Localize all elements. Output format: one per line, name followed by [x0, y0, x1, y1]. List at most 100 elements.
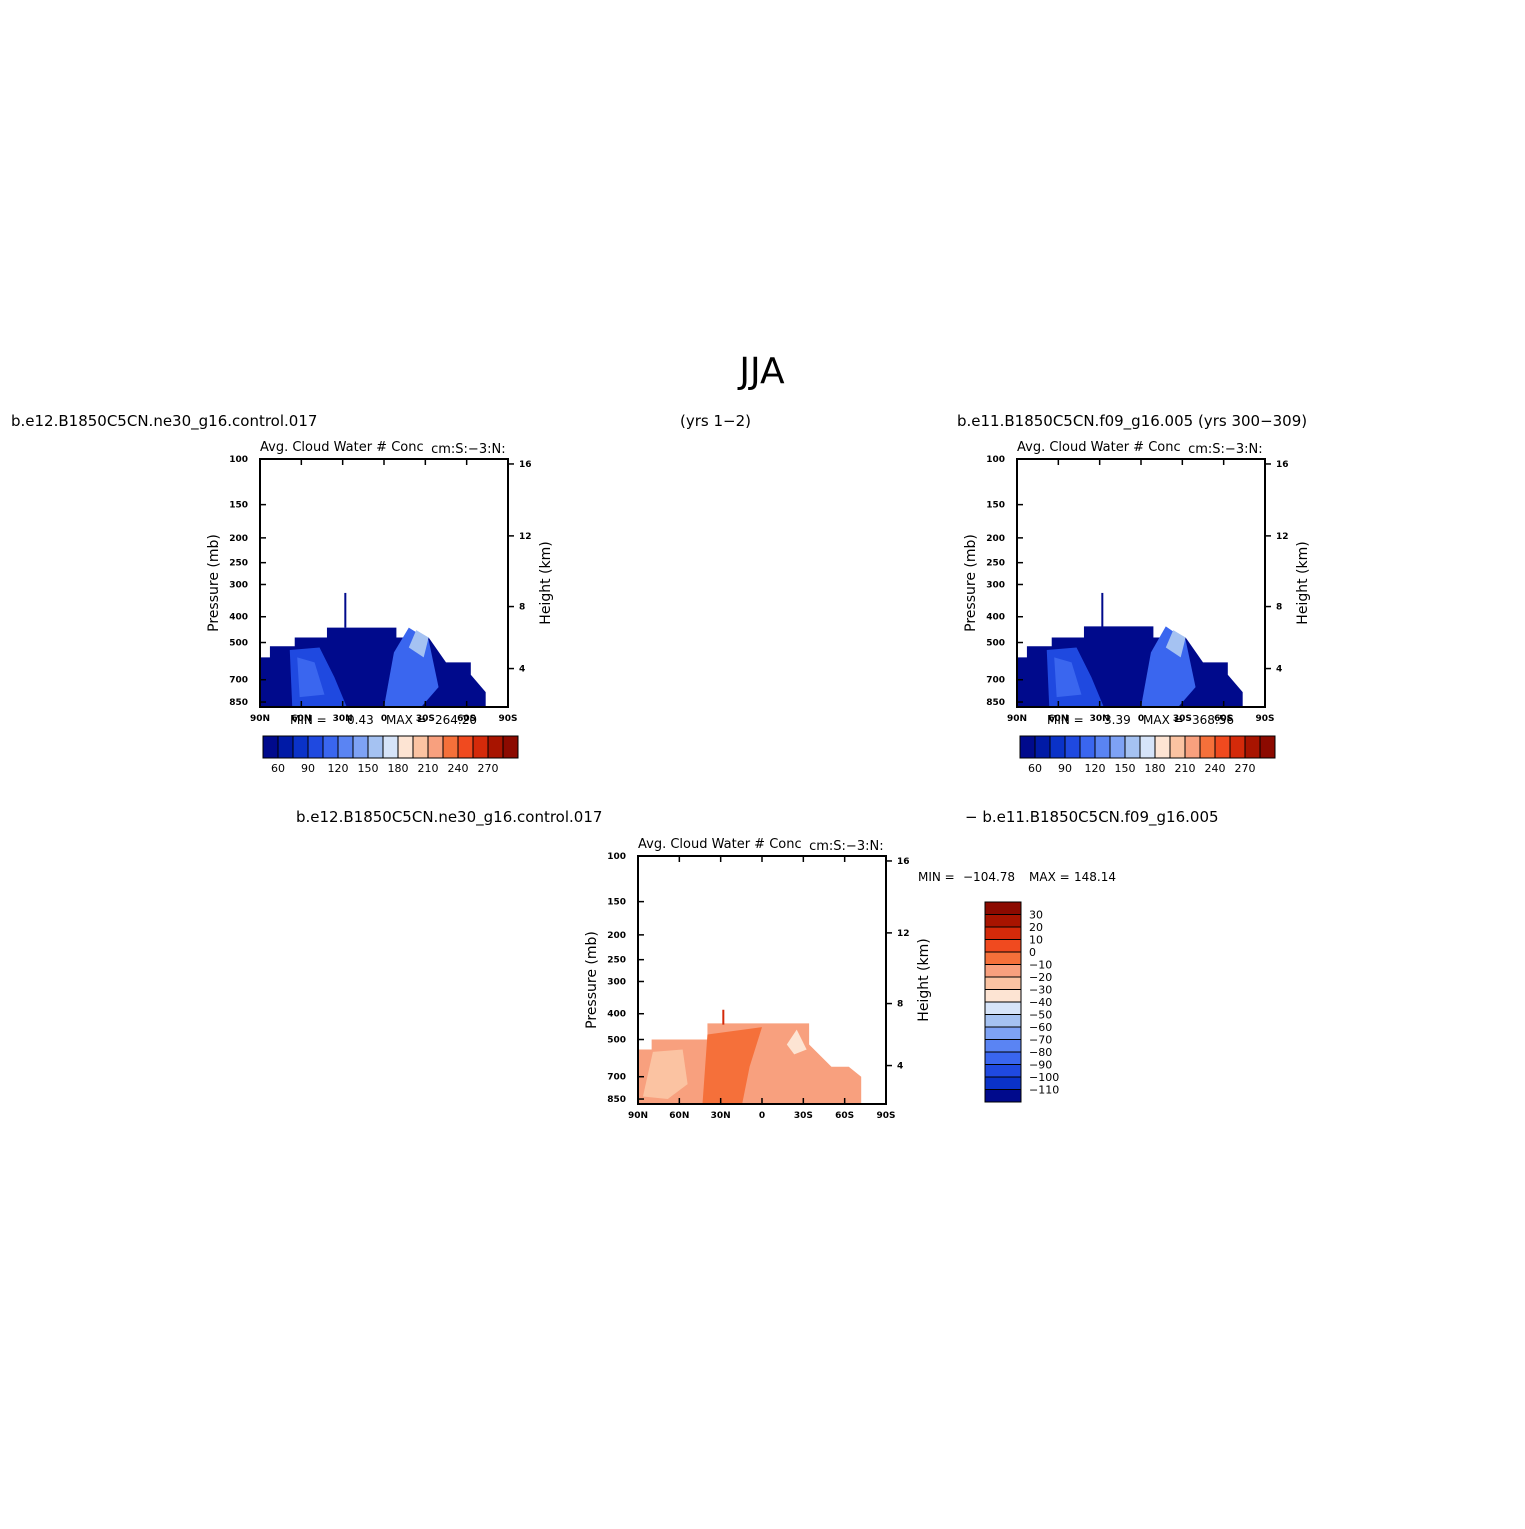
panel-right-title: Avg. Cloud Water # Conc	[1017, 440, 1181, 455]
y2-tick-label: 12	[897, 929, 910, 939]
colorbar-label: 90	[1058, 762, 1072, 775]
y-tick-label: 400	[607, 1010, 626, 1020]
y-tick-label: 200	[607, 931, 626, 941]
panel-left-y2label: Height (km)	[538, 541, 554, 624]
y-tick-label: 500	[607, 1036, 626, 1046]
colorbar-swatch	[984, 1026, 1022, 1040]
colorbar-swatch	[262, 735, 279, 759]
colorbar-swatch	[442, 735, 459, 759]
y-tick-label: 250	[986, 559, 1005, 569]
diff-field-sh-spot	[786, 1029, 807, 1055]
colorbar-swatch	[1109, 735, 1126, 759]
colorbar-swatch	[502, 735, 519, 759]
colorbar-label: 180	[1145, 762, 1166, 775]
field-spike	[344, 592, 347, 628]
colorbar-label: 60	[271, 762, 285, 775]
colorbar-swatch	[1139, 735, 1156, 759]
diff-field-spike	[722, 1009, 725, 1025]
max-label: MAX =	[1029, 870, 1070, 884]
x-tick-label: 60S	[457, 714, 476, 724]
colorbar-swatch	[984, 1089, 1022, 1103]
max-value: 368.56	[1192, 713, 1234, 727]
colorbar-swatch	[1199, 735, 1216, 759]
x-tick-label: 60S	[835, 1111, 854, 1121]
colorbar-swatch	[277, 735, 294, 759]
colorbar-label: −60	[1029, 1021, 1052, 1034]
field-nh-core	[297, 657, 325, 698]
panel-left-subtitle: cm:S:−3:N:	[431, 442, 505, 457]
panel-right-y2label: Height (km)	[1295, 541, 1311, 624]
colorbar-label: −100	[1029, 1071, 1059, 1084]
y-tick-label: 150	[607, 898, 626, 908]
colorbar-swatch	[367, 735, 384, 759]
colorbar-swatch	[1064, 735, 1081, 759]
min-label: MIN =	[1047, 713, 1084, 727]
x-tick-label: 30S	[1173, 714, 1192, 724]
colorbar-swatch	[984, 951, 1022, 965]
x-tick-label: 90S	[876, 1111, 895, 1121]
colorbar-swatch	[984, 914, 1022, 928]
panel-left-title: Avg. Cloud Water # Conc	[260, 440, 424, 455]
colorbar-swatch	[1184, 735, 1201, 759]
panel-right-subtitle: cm:S:−3:N:	[1188, 442, 1262, 457]
figure-title: JJA	[737, 351, 785, 392]
colorbar-label: −70	[1029, 1034, 1052, 1047]
colorbar-label: −40	[1029, 996, 1052, 1009]
colorbar-swatch	[1154, 735, 1171, 759]
colorbar-label: 10	[1029, 934, 1043, 947]
panel-right-field	[1017, 592, 1243, 707]
colorbar-swatch	[382, 735, 399, 759]
y-tick-label: 150	[229, 501, 248, 511]
colorbar-swatch	[984, 926, 1022, 940]
y-tick-label: 700	[229, 676, 248, 686]
diff-field-nh	[642, 1049, 688, 1100]
colorbar-swatch	[457, 735, 474, 759]
diff-case-a-label: b.e12.B1850C5CN.ne30_g16.control.017	[296, 808, 602, 827]
colorbar-swatch	[984, 901, 1022, 915]
colorbar-swatch	[1259, 735, 1276, 759]
colorbar-swatch	[984, 976, 1022, 990]
colorbar-label: 210	[1175, 762, 1196, 775]
y-tick-label: 700	[986, 676, 1005, 686]
colorbar-swatch	[1094, 735, 1111, 759]
y-tick-label: 200	[986, 534, 1005, 544]
y-tick-label: 200	[229, 534, 248, 544]
y2-tick-label: 8	[519, 603, 525, 613]
panel-difference-y2label: Height (km)	[916, 938, 932, 1021]
left-case-label: b.e12.B1850C5CN.ne30_g16.control.017	[11, 412, 317, 431]
colorbar-swatch	[984, 1001, 1022, 1015]
y2-tick-label: 12	[519, 532, 532, 542]
y-tick-label: 250	[229, 559, 248, 569]
colorbar-swatch	[984, 964, 1022, 978]
colorbar-swatch	[1244, 735, 1261, 759]
y-tick-label: 850	[229, 698, 248, 708]
colorbar-label: 120	[1085, 762, 1106, 775]
diff-field-tropics	[702, 1027, 762, 1104]
x-tick-label: 30S	[416, 714, 435, 724]
min-label: MIN =	[918, 870, 955, 884]
x-tick-label: 30N	[333, 714, 353, 724]
colorbar-swatch	[1124, 735, 1141, 759]
y-tick-label: 300	[607, 977, 626, 987]
colorbar-swatch	[352, 735, 369, 759]
colorbar-label: 150	[358, 762, 379, 775]
colorbar-swatch	[984, 1014, 1022, 1028]
field-spike	[1101, 592, 1104, 628]
colorbar-label: −90	[1029, 1059, 1052, 1072]
y2-tick-label: 4	[519, 665, 525, 675]
max-value: 148.14	[1074, 870, 1116, 884]
colorbar-label: 150	[1115, 762, 1136, 775]
x-tick-label: 0	[759, 1111, 765, 1121]
y-tick-label: 100	[986, 455, 1005, 465]
max-value: 264.20	[435, 713, 477, 727]
colorbar-label: 240	[1205, 762, 1226, 775]
y-tick-label: 500	[229, 639, 248, 649]
min-value: 3.39	[1104, 713, 1131, 727]
colorbar-swatch	[1214, 735, 1231, 759]
colorbar-label: 60	[1028, 762, 1042, 775]
colorbar-swatch	[1079, 735, 1096, 759]
y2-tick-label: 4	[1276, 665, 1282, 675]
y-tick-label: 400	[986, 613, 1005, 623]
panel-left: Avg. Cloud Water # Conc cm:S:−3:N: 90N 60N 3…	[206, 440, 554, 775]
